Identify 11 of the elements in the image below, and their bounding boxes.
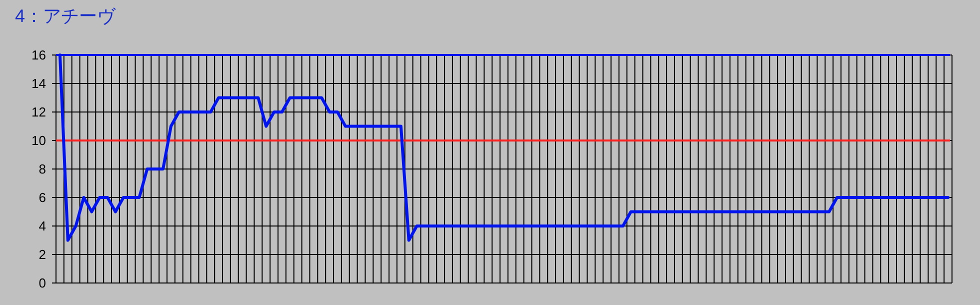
- y-tick-label: 16: [32, 48, 46, 62]
- y-tick-label: 2: [38, 247, 46, 262]
- chart-title: 4：アチーヴ: [15, 6, 116, 26]
- y-tick-label: 0: [38, 276, 46, 290]
- y-tick-label: 8: [38, 162, 46, 176]
- y-tick-label: 4: [38, 218, 46, 234]
- y-tick-label: 6: [38, 190, 46, 205]
- line-series: [58, 54, 950, 242]
- y-tick-label: 14: [32, 76, 46, 91]
- y-tick-label: 10: [32, 133, 46, 148]
- y-tick-label: 12: [32, 104, 46, 120]
